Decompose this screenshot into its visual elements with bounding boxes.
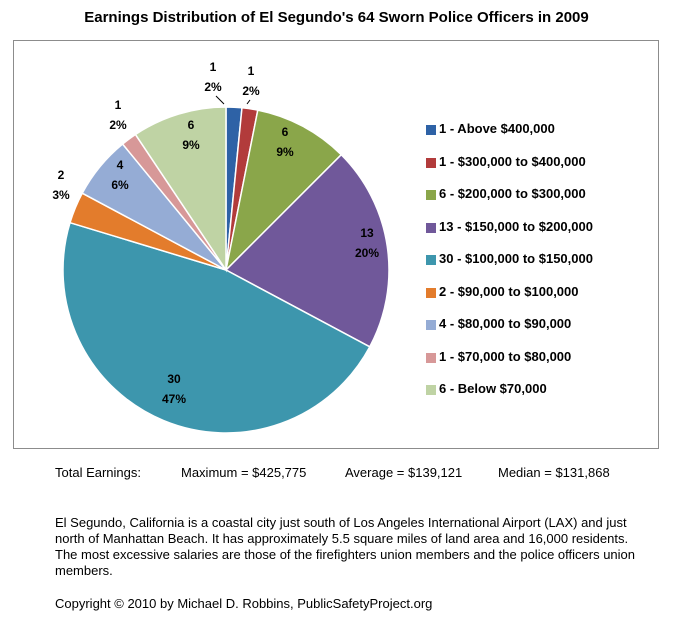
slice-count-label-8: 1 xyxy=(115,98,122,112)
average-earnings: Average = $139,121 xyxy=(345,465,463,480)
slice-count-label-1: 1 xyxy=(210,60,217,74)
legend-swatch xyxy=(426,125,436,135)
legend-label: 30 - $100,000 to $150,000 xyxy=(439,251,593,266)
legend-label: 6 - $200,000 to $300,000 xyxy=(439,186,586,201)
slice-percent-label-4: 20% xyxy=(355,246,379,260)
median-earnings: Median = $131,868 xyxy=(498,465,610,480)
pie-slice-9 xyxy=(134,106,227,273)
slice-count-label-5: 30 xyxy=(167,372,181,386)
legend-swatch xyxy=(426,320,436,330)
slice-percent-label-8: 2% xyxy=(109,118,127,132)
description-text: El Segundo, California is a coastal city… xyxy=(55,515,636,578)
chart-area: 1 2% 1 2% 6 9% 13 20% 30 47% 2 3% 4 6% 1 2% 6 9% 1 - Abov… xyxy=(13,40,659,449)
pie-chart: 1 2% 1 2% 6 9% 13 20% 30 47% 2 3% 4 6% 1 2% 6 9% xyxy=(52,60,390,434)
legend-label: 1 - Above $400,000 xyxy=(439,121,555,136)
pie-slice-4 xyxy=(224,153,390,348)
slice-count-label-3: 6 xyxy=(282,125,289,139)
legend-label: 4 - $80,000 to $90,000 xyxy=(439,316,572,331)
legend-swatch xyxy=(426,385,436,395)
leader-line-2 xyxy=(246,99,251,105)
chart-title: Earnings Distribution of El Segundo's 64… xyxy=(84,9,589,26)
legend-swatch xyxy=(426,287,436,298)
slice-percent-label-5: 47% xyxy=(162,392,186,406)
slice-percent-label-3: 9% xyxy=(276,145,294,159)
slice-percent-label-7: 6% xyxy=(111,178,129,192)
slice-percent-label-1: 2% xyxy=(204,80,222,94)
total-earnings-label: Total Earnings: xyxy=(55,465,141,480)
slice-count-label-6: 2 xyxy=(58,168,65,182)
legend-label: 1 - $70,000 to $80,000 xyxy=(439,348,572,364)
slice-count-label-9: 6 xyxy=(188,118,195,132)
legend-label: 6 - Below $70,000 xyxy=(439,381,547,396)
copyright-text: Copyright © 2010 by Michael D. Robbins, … xyxy=(55,596,433,611)
legend-label: 1 - $300,000 to $400,000 xyxy=(439,153,586,169)
maximum-earnings: Maximum = $425,775 xyxy=(181,465,307,480)
slice-count-label-4: 13 xyxy=(360,226,374,240)
slice-count-label-7: 4 xyxy=(117,158,124,172)
legend-swatch xyxy=(426,190,436,200)
legend-swatch xyxy=(426,255,436,265)
slice-percent-label-2: 2% xyxy=(242,84,260,98)
pie-slice-5 xyxy=(62,221,371,434)
slice-percent-label-9: 9% xyxy=(182,138,200,152)
legend-swatch xyxy=(426,222,436,233)
pie-slice-3 xyxy=(224,109,343,273)
slice-percent-label-6: 3% xyxy=(52,188,70,202)
legend-label: 13 - $150,000 to $200,000 xyxy=(439,218,593,234)
slice-count-label-2: 1 xyxy=(248,64,255,78)
leader-line-1 xyxy=(215,95,225,105)
legend-label: 2 - $90,000 to $100,000 xyxy=(439,283,579,299)
legend-swatch xyxy=(426,352,436,363)
legend-swatch xyxy=(426,157,436,168)
